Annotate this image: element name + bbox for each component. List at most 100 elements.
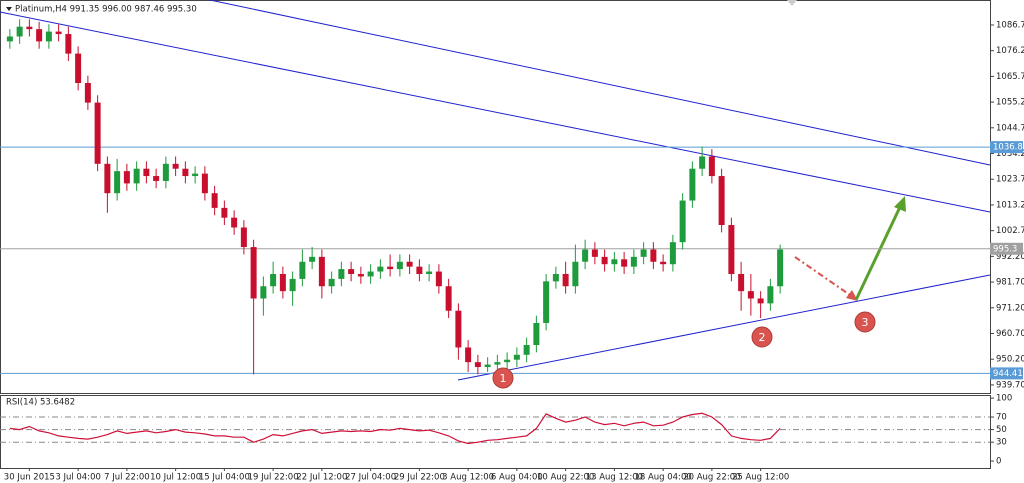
- x-tick-label: 10 Jul 12:00: [150, 473, 201, 483]
- y-tick-label: 1076.20: [996, 46, 1024, 56]
- x-tick-label: 30 Jun 2015: [4, 473, 55, 483]
- candle-body: [318, 256, 325, 287]
- annotation-label: 1: [500, 372, 507, 385]
- candle-body: [367, 271, 374, 277]
- x-tick-label: 27 Jul 04:00: [345, 473, 396, 483]
- candle-body: [6, 36, 13, 42]
- candle-body: [445, 286, 452, 311]
- y-tick-label: 1065.70: [996, 72, 1024, 82]
- candle-body: [484, 364, 491, 368]
- x-tick-label: 6 Aug 04:00: [491, 473, 543, 483]
- y-tick-label: 100: [996, 394, 1012, 404]
- annotation-label: 3: [862, 316, 869, 329]
- candle-body: [192, 173, 199, 177]
- candle-body: [211, 193, 218, 208]
- candle-body: [630, 256, 637, 267]
- candle-body: [533, 322, 540, 346]
- candle-body: [289, 278, 296, 292]
- level-label-box: [990, 141, 1023, 154]
- candle-body: [406, 261, 413, 267]
- candle-body: [416, 266, 423, 274]
- candle-body: [114, 171, 121, 194]
- rsi-title: RSI(14) 53.6482: [6, 398, 75, 408]
- candle-body: [699, 156, 706, 169]
- candle-body: [767, 286, 774, 304]
- candle-body: [387, 266, 394, 270]
- candle-body: [611, 259, 618, 265]
- y-tick-label: 1002.70: [996, 226, 1024, 236]
- annotation-marker: [854, 311, 876, 333]
- x-tick-label: 22 Jul 12:00: [296, 473, 347, 483]
- candle-body: [650, 249, 657, 262]
- candle-body: [474, 362, 481, 368]
- x-tick-label: 20 Aug 22:00: [683, 473, 740, 483]
- candle-body: [348, 269, 355, 274]
- level-label: 1036.82: [993, 143, 1024, 153]
- y-tick-label: 1044.70: [996, 123, 1024, 133]
- candle-body: [494, 362, 501, 365]
- y-tick-label: 992.20: [996, 252, 1024, 262]
- candle-body: [357, 273, 364, 277]
- x-tick-label: 3 Aug 12:00: [442, 473, 494, 483]
- annotation-marker: [492, 367, 514, 389]
- candle-body: [279, 273, 286, 292]
- candle-body: [669, 242, 676, 265]
- candle-body: [640, 249, 647, 257]
- x-tick-label: 15 Jul 04:00: [199, 473, 250, 483]
- candle-body: [660, 261, 667, 265]
- candle-body: [747, 291, 754, 299]
- candle-body: [435, 271, 442, 287]
- y-tick-label: 70: [996, 413, 1007, 423]
- arrow: [794, 256, 851, 296]
- candle-body: [250, 247, 257, 299]
- candle-body: [708, 156, 715, 177]
- price-panel-frame: [0, 0, 991, 394]
- y-tick-label: 50: [996, 425, 1007, 435]
- candle-body: [94, 102, 101, 164]
- candle-body: [543, 281, 550, 323]
- candle-body: [143, 168, 150, 177]
- candle-body: [426, 271, 433, 274]
- y-tick-label: 1086.70: [996, 20, 1024, 30]
- y-tick-label: 1023.70: [996, 175, 1024, 185]
- candle-body: [240, 227, 247, 248]
- shift-marker: [787, 0, 797, 6]
- candle-body: [582, 249, 589, 262]
- candle-body: [309, 256, 316, 262]
- candle-body: [523, 345, 530, 355]
- level-label: 995.3: [993, 244, 1017, 254]
- rsi-line: [9, 412, 781, 445]
- y-tick-label: 30: [996, 438, 1007, 448]
- candle-body: [26, 26, 33, 30]
- candle-body: [123, 171, 130, 184]
- candle-body: [504, 359, 511, 363]
- candle-body: [231, 217, 238, 228]
- y-tick-label: 981.70: [996, 278, 1024, 288]
- candle-body: [738, 273, 745, 292]
- menu-icon[interactable]: [6, 7, 12, 11]
- candle-body: [36, 29, 43, 42]
- candle-body: [221, 207, 228, 218]
- candle-body: [104, 163, 111, 194]
- x-tick-label: 10 Aug 22:00: [537, 473, 594, 483]
- candle-body: [84, 83, 91, 103]
- y-tick-label: 1055.20: [996, 98, 1024, 108]
- candle-body: [728, 225, 735, 274]
- candle-body: [513, 354, 520, 360]
- candle-body: [16, 26, 23, 37]
- chart-title: Platinum,H4 991.35 996.00 987.46 995.30: [15, 5, 197, 15]
- y-tick-label: 960.70: [996, 329, 1024, 339]
- candle-body: [182, 168, 189, 177]
- candle-body: [299, 261, 306, 279]
- candle-body: [689, 168, 696, 201]
- y-tick-label: 971.20: [996, 303, 1024, 313]
- candle-body: [75, 53, 82, 84]
- candle-body: [328, 278, 335, 287]
- arrow-head: [894, 196, 906, 212]
- x-tick-label: 13 Aug 12:00: [586, 473, 643, 483]
- candle-body: [377, 266, 384, 272]
- candle-body: [338, 269, 345, 279]
- arrow-head: [846, 290, 858, 301]
- y-tick-label: 0: [996, 457, 1001, 467]
